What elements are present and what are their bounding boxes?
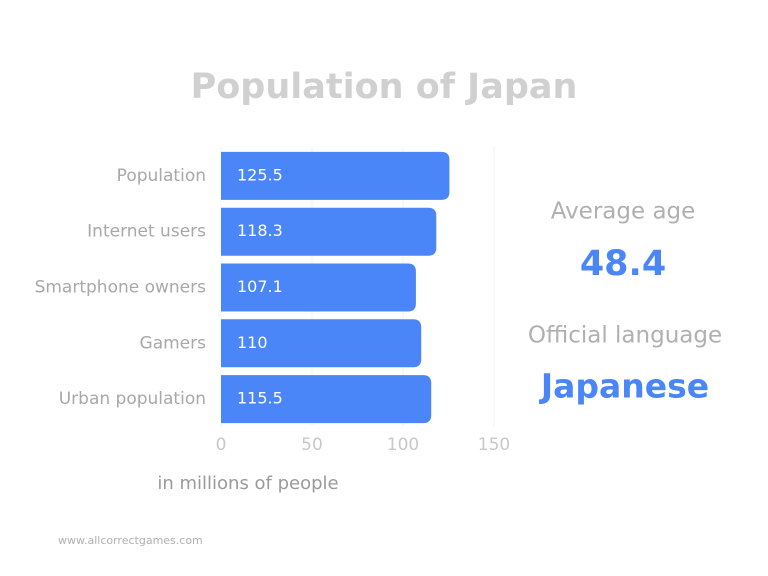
bar <box>221 375 432 424</box>
data-label: 115.5 <box>237 389 283 408</box>
stat-value: 48.4 <box>580 244 666 284</box>
y-tick-label: Population <box>117 166 206 186</box>
y-tick-label: Smartphone owners <box>35 278 207 298</box>
data-label: 118.3 <box>237 221 283 240</box>
bar <box>221 207 437 256</box>
data-label: 107.1 <box>237 277 283 296</box>
y-tick-label: Internet users <box>87 222 206 242</box>
footer: www.allcorrectgames.com <box>58 534 203 547</box>
x-tick-label: 50 <box>301 435 323 455</box>
chart-title: Population of Japan <box>191 67 578 107</box>
x-tick-label: 0 <box>216 435 227 455</box>
y-tick-label: Gamers <box>140 333 207 353</box>
bar <box>221 151 450 200</box>
stat-value: Japanese <box>539 367 709 406</box>
stat-label: Official language <box>528 323 722 349</box>
data-label: 125.5 <box>237 165 283 184</box>
y-tick-label: Urban population <box>59 389 206 409</box>
x-tick-label: 100 <box>387 435 419 455</box>
stat-label: Average age <box>551 199 696 225</box>
x-tick-label: 150 <box>478 435 510 455</box>
x-axis-label: in millions of people <box>157 473 338 494</box>
bar <box>221 319 422 368</box>
data-label: 110 <box>237 333 268 352</box>
bar <box>221 263 416 312</box>
